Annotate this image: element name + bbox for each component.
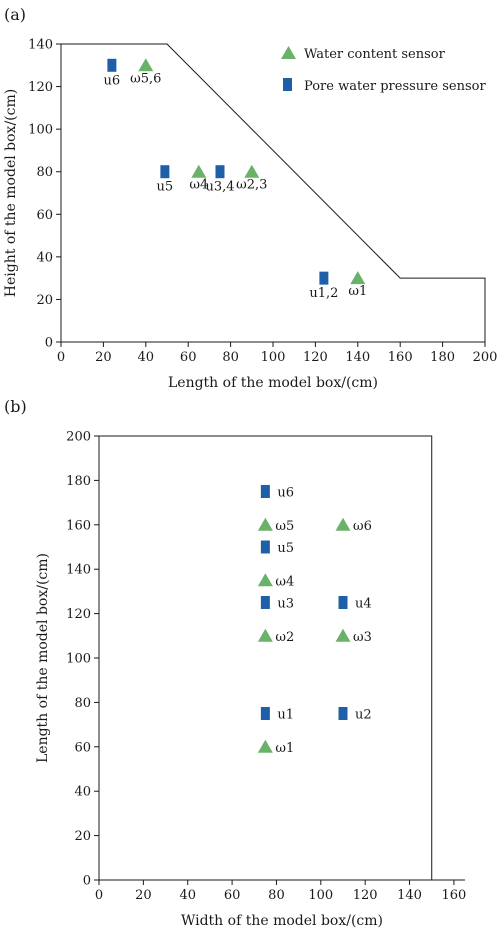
- pore-sensor-marker: [319, 271, 329, 285]
- water-sensor-marker: [257, 628, 273, 642]
- x-tick-label: 120: [353, 888, 378, 903]
- x-tick-label: 40: [138, 350, 155, 365]
- water-sensor-marker: [257, 573, 273, 587]
- pore-sensor-marker: [107, 58, 117, 72]
- panel-a-label: (a): [4, 5, 26, 24]
- x-tick-label: 80: [222, 350, 239, 365]
- point-label: ω5,6: [130, 71, 161, 86]
- x-tick-label: 20: [95, 350, 112, 365]
- point-label: u6: [104, 73, 121, 88]
- y-tick-label: 140: [66, 563, 91, 578]
- y-axis-title: Height of the model box/(cm): [3, 89, 19, 297]
- x-tick-label: 20: [135, 888, 152, 903]
- point-label: u1,2: [309, 286, 338, 301]
- x-tick-label: 0: [95, 888, 103, 903]
- point-label: u2: [355, 708, 372, 723]
- point-label: u1: [277, 708, 294, 723]
- x-tick-label: 60: [180, 350, 197, 365]
- legend-pore-marker: [283, 78, 292, 91]
- water-sensor-marker: [257, 517, 273, 531]
- x-tick-label: 180: [430, 350, 455, 365]
- x-tick-label: 140: [397, 888, 422, 903]
- pore-sensor-marker: [338, 707, 348, 720]
- point-label: ω2,3: [236, 178, 267, 193]
- point-label: ω1: [275, 741, 294, 756]
- point-label: u3,4: [205, 180, 234, 195]
- water-sensor-marker: [244, 164, 260, 178]
- water-sensor-marker: [257, 739, 273, 753]
- point-label: u3: [277, 597, 294, 612]
- pore-sensor-marker: [260, 596, 270, 609]
- point-label: u4: [355, 597, 372, 612]
- x-tick-label: 40: [179, 888, 196, 903]
- water-sensor-marker: [335, 517, 351, 531]
- y-tick-label: 100: [28, 123, 53, 138]
- legend-pore-label: Pore water pressure sensor: [304, 79, 486, 94]
- x-tick-label: 160: [441, 888, 466, 903]
- point-label: ω6: [353, 519, 372, 534]
- chart-b: 0 20 40 60 80 100 120 140 160 0 20 40 60 80 100 120 140 1…: [35, 430, 466, 930]
- x-tick-label: 100: [261, 350, 286, 365]
- water-sensor-marker: [350, 271, 366, 285]
- pore-sensor-marker: [260, 540, 270, 554]
- water-sensor-marker: [335, 628, 351, 642]
- x-tick-label: 0: [57, 350, 65, 365]
- water-sensor-marker: [138, 58, 154, 72]
- model-box-outline: [99, 435, 433, 880]
- y-tick-label: 0: [83, 874, 91, 889]
- point-label: u5: [277, 541, 294, 556]
- legend: Water content sensor Pore water pressure…: [281, 46, 486, 94]
- x-tick-label: 140: [345, 350, 370, 365]
- point-label: ω3: [353, 630, 372, 645]
- y-tick-label: 140: [28, 38, 53, 53]
- point-label: ω5: [275, 519, 294, 534]
- x-tick-label: 200: [473, 350, 498, 365]
- y-tick-label: 120: [28, 80, 53, 95]
- x-tick-label: 120: [303, 350, 328, 365]
- y-tick-label: 40: [36, 250, 53, 265]
- y-tick-label: 160: [66, 518, 91, 533]
- point-label: u5: [157, 180, 174, 195]
- chart-a: 0 20 40 60 80 100 120 140 160 180 200 0 20 40 60 80 100 1…: [3, 38, 497, 392]
- point-label: u6: [277, 486, 294, 501]
- y-tick-label: 80: [74, 696, 91, 711]
- pore-sensor-marker: [338, 596, 348, 609]
- point-label: ω1: [348, 284, 367, 299]
- y-tick-label: 20: [74, 829, 91, 844]
- panel-b-label: (b): [4, 397, 27, 416]
- point-label: ω4: [189, 178, 208, 193]
- x-tick-label: 160: [388, 350, 413, 365]
- y-tick-label: 40: [74, 785, 91, 800]
- x-tick-label: 60: [224, 888, 241, 903]
- pore-sensor-marker: [215, 165, 225, 179]
- x-tick-label: 100: [308, 888, 333, 903]
- x-tick-label: 80: [268, 888, 285, 903]
- point-label: ω2: [275, 630, 294, 645]
- y-tick-label: 0: [45, 336, 53, 351]
- x-axis-title: Width of the model box/(cm): [181, 913, 383, 929]
- y-tick-label: 60: [74, 740, 91, 755]
- y-tick-label: 80: [36, 165, 53, 180]
- water-sensor-marker: [191, 164, 207, 178]
- legend-water-label: Water content sensor: [304, 47, 446, 62]
- pore-sensor-marker: [160, 165, 170, 179]
- pore-sensor-marker: [260, 707, 270, 720]
- y-axis-title: Length of the model box/(cm): [35, 553, 51, 763]
- x-axis-title: Length of the model box/(cm): [168, 375, 378, 391]
- y-tick-label: 100: [66, 652, 91, 667]
- y-tick-label: 180: [66, 474, 91, 489]
- y-tick-label: 60: [36, 208, 53, 223]
- point-label: ω4: [275, 574, 294, 589]
- legend-water-marker: [281, 46, 296, 59]
- pore-sensor-marker: [260, 485, 270, 498]
- model-box-outline: [61, 43, 486, 342]
- y-tick-label: 120: [66, 607, 91, 622]
- y-tick-label: 200: [66, 430, 91, 445]
- y-tick-label: 20: [36, 293, 53, 308]
